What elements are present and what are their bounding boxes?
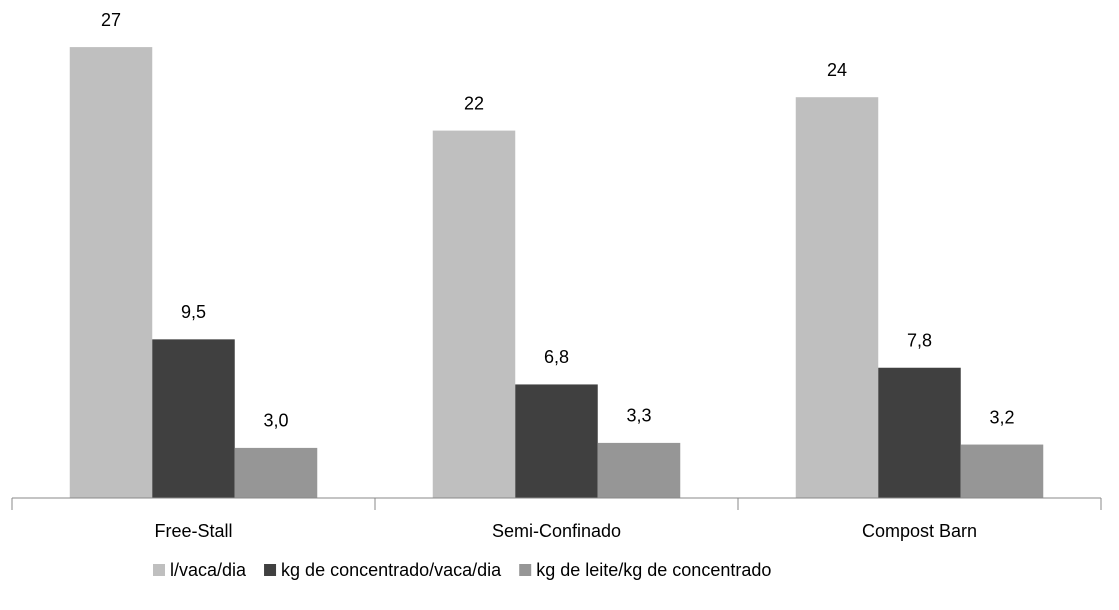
bar [878,367,961,498]
legend-label: l/vaca/dia [170,560,247,580]
data-label: 3,0 [263,411,288,431]
bar [234,447,318,498]
legend-swatch [519,564,532,576]
legend-label: kg de leite/kg de concentrado [536,560,771,580]
data-label: 22 [464,93,484,113]
data-label: 24 [827,60,847,80]
data-label: 7,8 [907,330,932,350]
x-tick-label: Free-Stall [154,521,232,541]
x-tick-label: Semi-Confinado [492,521,621,541]
bar [432,130,516,498]
bar [795,97,879,498]
legend-swatch [153,564,165,576]
bar [152,339,235,498]
data-label: 3,3 [626,406,651,426]
data-label: 9,5 [181,302,206,322]
bar [597,442,681,498]
data-label: 6,8 [544,347,569,367]
data-label: 3,2 [989,407,1014,427]
bar [960,444,1044,498]
bar [69,47,153,498]
legend-swatch [264,564,277,576]
data-label: 27 [101,10,121,30]
legend-label: kg de concentrado/vaca/dia [281,560,502,580]
bar [515,384,598,498]
x-tick-label: Compost Barn [862,521,977,541]
